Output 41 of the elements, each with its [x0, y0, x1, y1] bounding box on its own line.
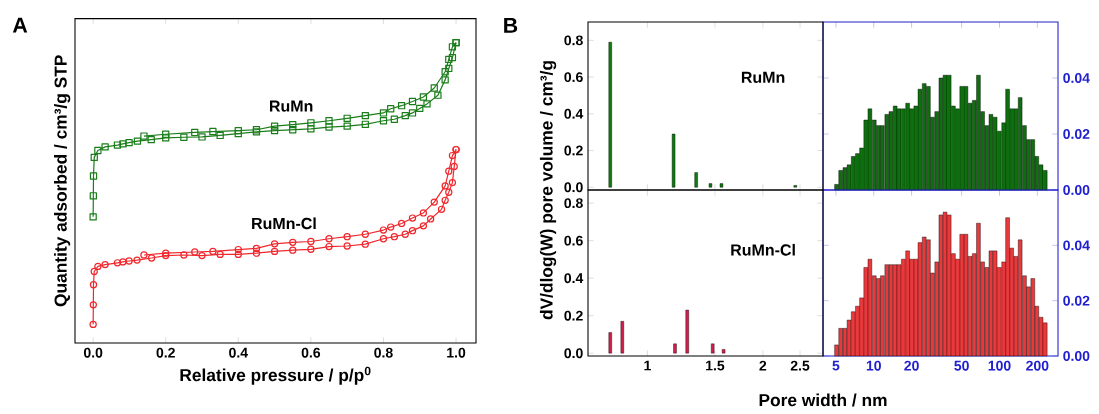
x-axis-title: Relative pressure / p/p$^{0}$ [180, 366, 371, 385]
x-tick-label: 0.6 [301, 347, 321, 358]
y-tick-label: 0.0 [564, 182, 583, 193]
x-tick-label: 5 [832, 360, 840, 371]
x-tick-label: 0.0 [83, 347, 103, 358]
y2-tick-label: 0.04 [1063, 240, 1090, 251]
x-tick-label: 200 [1026, 360, 1049, 371]
x-tick-label: 2 [759, 360, 767, 371]
y-axis-title: dV/dlog(W) pore volume / cm³/g [539, 61, 557, 320]
series-label: RuMn-Cl [252, 217, 316, 230]
y2-tick-label: 0.00 [1063, 185, 1090, 195]
x-tick-label: 10 [866, 360, 881, 371]
x-tick-label: 50 [954, 360, 969, 371]
y-tick-label: 0.2 [564, 145, 583, 156]
x-tick-label: 100 [988, 360, 1011, 371]
x-axis-title: Pore width / nm [759, 393, 887, 407]
x-tick-label: 1.5 [706, 360, 725, 371]
x-tick-label: 1.0 [447, 347, 466, 358]
y-tick-label: 0.6 [564, 72, 583, 83]
y-tick-label: 0.4 [564, 108, 584, 119]
x-tick-label: 20 [904, 360, 919, 371]
x-tick-label: 0.4 [229, 347, 248, 358]
x-tick-label: 0.8 [374, 347, 393, 358]
y2-tick-label: 0.04 [1063, 73, 1090, 83]
x-tick-label: 1 [644, 360, 651, 371]
text: RuMn-Cl [731, 243, 795, 256]
y2-tick-label: 0.02 [1063, 295, 1090, 306]
y-axis-title: Quantity adsorbed / cm³/g STP [54, 55, 71, 307]
y-tick-label: 0.6 [564, 235, 583, 246]
y2-tick-label: 0.02 [1063, 129, 1090, 139]
y-tick-label: 0.4 [564, 273, 584, 284]
series-label: RuMn [269, 100, 313, 112]
y2-tick-label: 0.00 [1063, 351, 1090, 361]
y-tick-label: 0.8 [564, 35, 583, 46]
text: B [504, 18, 518, 33]
text: RuMn [741, 71, 785, 84]
text: A [12, 17, 28, 33]
x-tick-label: 2.5 [790, 360, 810, 371]
x-tick-label: 0.2 [156, 347, 175, 358]
y-tick-label: 0.8 [564, 198, 583, 209]
y-tick-label: 0.2 [564, 310, 583, 321]
